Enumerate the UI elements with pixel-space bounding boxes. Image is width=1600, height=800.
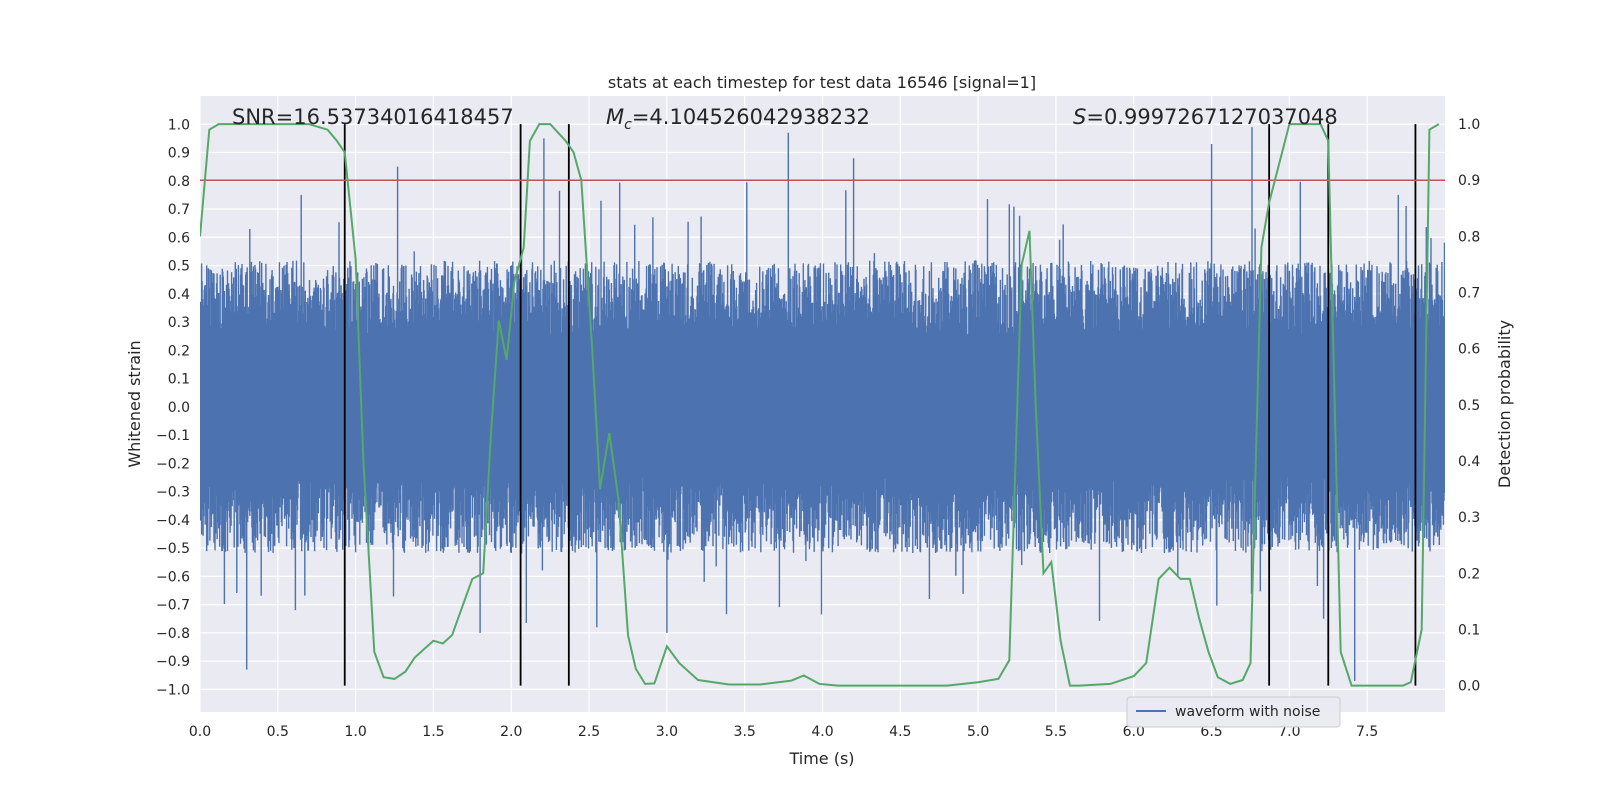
chirp-mass-symbol: M — [606, 105, 624, 129]
x-tick-label: 7.5 — [1356, 724, 1378, 740]
y-tick-label: −0.2 — [156, 456, 190, 472]
legend-box — [1126, 696, 1341, 728]
y-tick-label: 0.4 — [168, 287, 190, 303]
y-axis-ticks: 1.0 0.9 0.8 0.7 0.6 0.5 0.4 0.3 0.2 0.1 0.0 −0.1 −0.… — [156, 117, 190, 698]
y-tick-label: 0.9 — [168, 146, 190, 162]
y-tick-label: −0.3 — [156, 485, 190, 501]
y2-tick-label: 0.4 — [1458, 454, 1480, 470]
y2-tick-label: 0.6 — [1458, 342, 1480, 358]
x-tick-label: 6.0 — [1123, 724, 1145, 740]
x-tick-label: 5.5 — [1045, 724, 1067, 740]
legend: waveform with noise — [1126, 696, 1341, 728]
y-tick-label: −0.1 — [156, 428, 190, 444]
x-tick-label: 2.0 — [500, 724, 522, 740]
y2-tick-label: 0.8 — [1458, 229, 1480, 245]
x-tick-label: 6.5 — [1200, 724, 1222, 740]
y2-tick-label: 0.1 — [1458, 622, 1480, 638]
y-tick-label: 0.0 — [168, 400, 190, 416]
y2-tick-label: 0.7 — [1458, 286, 1480, 302]
x-tick-label: 1.0 — [344, 724, 366, 740]
chirp-mass-annotation: Mc=4.104526042938232 — [606, 105, 870, 133]
y2-axis-ticks: 1.0 0.9 0.8 0.7 0.6 0.5 0.4 0.3 0.2 0.1 0.0 — [1458, 117, 1480, 695]
y2-tick-label: 0.2 — [1458, 566, 1480, 582]
y-tick-label: 0.5 — [168, 259, 190, 275]
y2-tick-label: 0.5 — [1458, 398, 1480, 414]
event-lines — [343, 124, 1417, 686]
y-tick-label: 0.8 — [168, 174, 190, 190]
probability-series — [200, 123, 1440, 687]
snr-annotation: SNR=16.53734016418457 — [232, 105, 514, 129]
y2-tick-label: 1.0 — [1458, 117, 1480, 133]
x-tick-label: 1.5 — [422, 724, 444, 740]
y-axis-label: Whitened strain — [125, 340, 144, 467]
y-tick-label: −1.0 — [156, 682, 190, 698]
y-tick-label: −0.7 — [156, 598, 190, 614]
y2-tick-label: 0.3 — [1458, 510, 1480, 526]
chirp-mass-value: =4.104526042938232 — [632, 105, 870, 129]
x-tick-label: 7.0 — [1278, 724, 1300, 740]
x-tick-label: 0.5 — [267, 724, 289, 740]
score-annotation: S=0.9997267127037048 — [1073, 105, 1338, 129]
x-axis-ticks: 0.0 0.5 1.0 1.5 2.0 2.5 3.0 3.5 4.0 4.5 5.0 5.5 6.0 6… — [189, 724, 1378, 740]
x-axis-label: Time (s) — [788, 749, 854, 768]
y-tick-label: 0.3 — [168, 315, 190, 331]
x-tick-label: 4.5 — [889, 724, 911, 740]
y-tick-label: −0.4 — [156, 513, 190, 529]
score-value: =0.9997267127037048 — [1086, 105, 1337, 129]
probability-line — [200, 123, 1440, 687]
legend-entry-waveform: waveform with noise — [1175, 704, 1320, 720]
y-tick-label: 0.2 — [168, 343, 190, 359]
x-tick-label: 5.0 — [967, 724, 989, 740]
y-tick-label: −0.9 — [156, 654, 190, 670]
waveform-series — [200, 127, 1445, 681]
y-tick-label: −0.8 — [156, 626, 190, 642]
x-tick-label: 0.0 — [189, 724, 211, 740]
chirp-mass-subscript: c — [624, 117, 632, 133]
y2-axis-label: Detection probability — [1495, 320, 1514, 488]
x-tick-label: 3.0 — [656, 724, 678, 740]
waveform-line — [200, 127, 1445, 681]
x-tick-label: 2.5 — [578, 724, 600, 740]
y-tick-label: 0.6 — [168, 230, 190, 246]
y-tick-label: 0.7 — [168, 202, 190, 218]
x-tick-label: 3.5 — [734, 724, 756, 740]
y-tick-label: −0.5 — [156, 541, 190, 557]
score-symbol: S — [1073, 105, 1086, 129]
y2-tick-label: 0.0 — [1458, 679, 1480, 695]
y-tick-label: −0.6 — [156, 569, 190, 585]
y-tick-label: 1.0 — [168, 117, 190, 133]
y-tick-label: 0.1 — [168, 372, 190, 388]
chart-title: stats at each timestep for test data 165… — [608, 73, 1036, 92]
y2-tick-label: 0.9 — [1458, 173, 1480, 189]
x-tick-label: 4.0 — [811, 724, 833, 740]
